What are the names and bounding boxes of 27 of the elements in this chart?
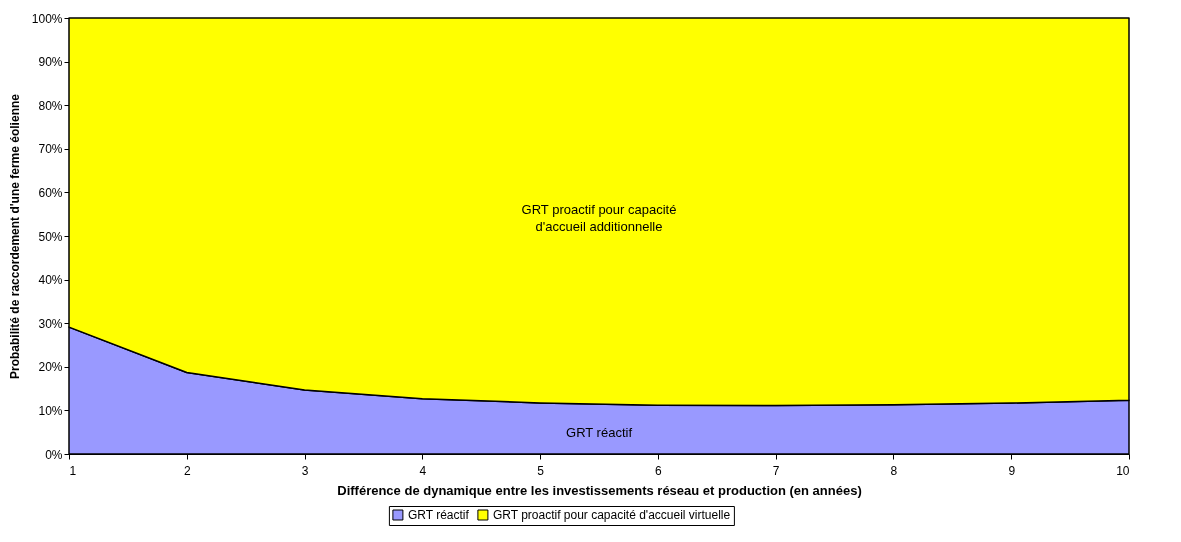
x-tick-label: 5 [537,463,545,478]
x-tick-label: 9 [1008,463,1016,478]
x-tick-label: 6 [655,463,663,478]
x-axis-title: Différence de dynamique entre les investissements réseau et production (en années) [337,482,862,498]
y-tick-label: 0% [45,447,63,462]
y-tick-label: 50% [38,229,63,244]
x-tick-label: 10 [1116,463,1130,478]
y-tick-label: 60% [38,185,63,200]
y-axis-title: Probabilité de raccordement d'une ferme éolienne [7,93,22,379]
y-tick-label: 70% [38,142,63,157]
x-tick-label: 4 [419,463,427,478]
y-tick-label: 40% [38,273,63,288]
y-tick-label: 100% [31,11,63,26]
annotation: GRT réactif [566,424,633,440]
annotation: GRT proactif pour capacité d'accueil additionnelle [521,202,677,235]
x-tick-label: 8 [890,463,898,478]
x-tick-label: 2 [183,463,191,478]
x-tick-label: 1 [69,463,77,478]
legend-label: GRT réactif [407,508,470,522]
y-tick-label: 80% [38,98,63,113]
x-tick-label: 7 [772,463,780,478]
y-tick-label: 30% [38,316,63,331]
x-tick-label: 3 [301,463,309,478]
y-tick-label: 90% [38,55,63,70]
y-tick-label: 20% [38,360,63,375]
y-tick-label: 10% [38,403,63,418]
legend-label: GRT proactif pour capacité d'accueil virtuelle [492,508,731,522]
